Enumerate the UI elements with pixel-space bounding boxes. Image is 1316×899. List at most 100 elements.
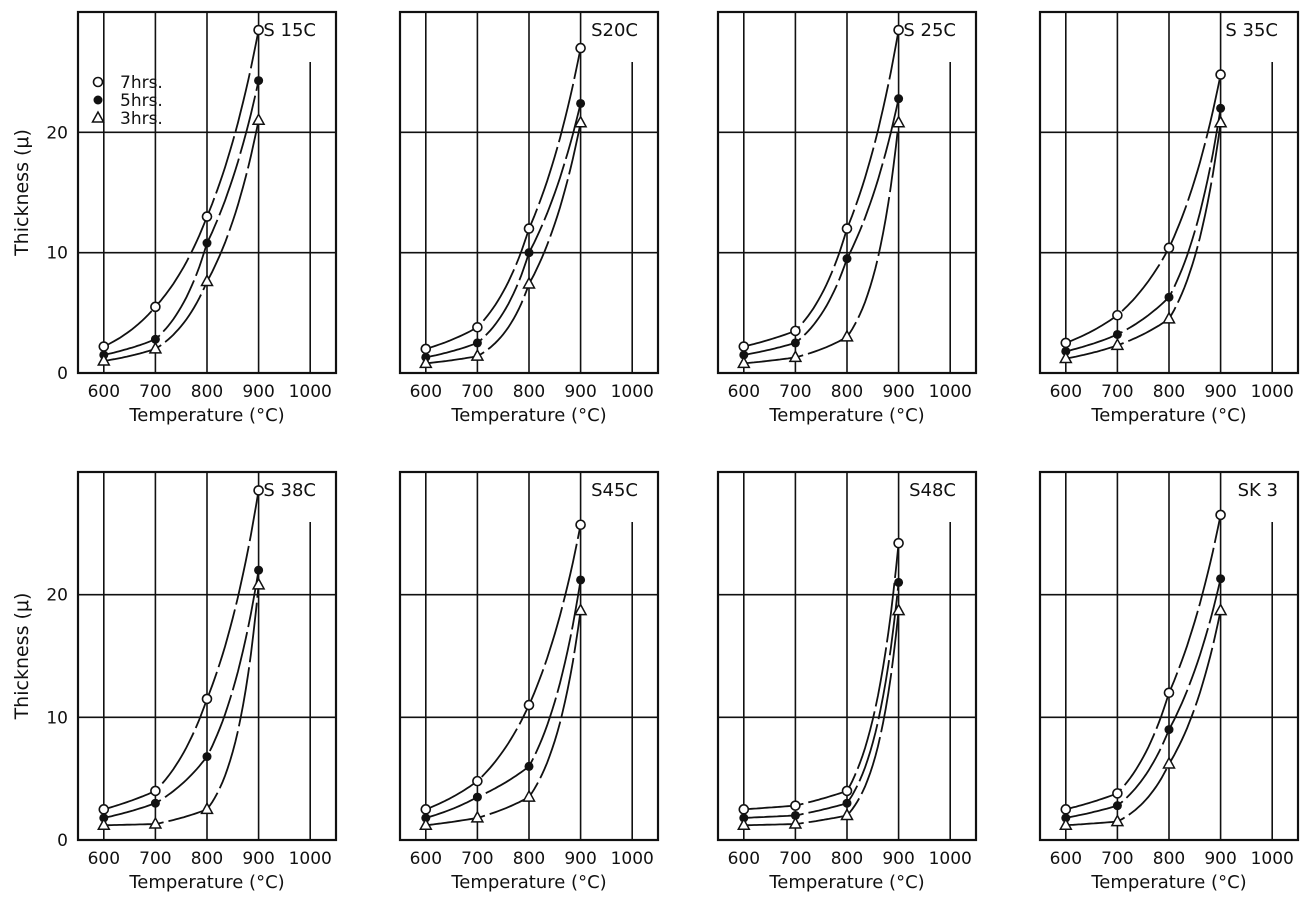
y-tick-label: 10 [46,708,68,728]
x-tick-label: 900 [882,849,914,869]
steel-grade-label: SK 3 [1238,480,1278,501]
data-point-triangle [1162,756,1176,769]
x-tick-label: 600 [728,382,760,402]
x-axis-label: Temperature (°C) [768,872,924,893]
data-point-triangle [148,341,163,354]
x-tick-label: 1000 [289,382,332,402]
data-point-triangle [1162,311,1176,324]
series-curve-7hrs. [425,47,582,350]
x-tick-label: 900 [1204,849,1236,869]
data-point-open-circle [98,804,110,815]
data-point-open-circle [150,301,161,313]
data-point-triangle [251,577,266,590]
x-tick-label: 800 [513,382,545,402]
x-tick-label: 1000 [289,849,332,869]
x-tick-label: 700 [779,849,811,869]
data-point-open-circle [1163,242,1175,254]
data-point-filled-circle [790,338,800,348]
series-curve-5hrs. [1065,108,1222,353]
data-point-filled-circle [1112,329,1122,339]
x-tick-label: 700 [779,382,811,402]
series-curve-7hrs. [743,29,900,348]
data-point-filled-circle [472,792,482,802]
y-tick-label: 0 [57,831,68,851]
series-curve-5hrs. [103,80,260,356]
legend-label: 3hrs. [120,109,163,129]
data-point-filled-circle [1216,574,1226,584]
data-point-open-circle [1163,687,1175,699]
series-curve-3hrs. [743,610,900,827]
data-point-filled-circle [202,238,212,248]
data-point-triangle [788,816,803,829]
data-point-triangle [1213,115,1228,128]
data-point-filled-circle [842,254,852,264]
x-tick-label: 700 [139,382,171,402]
data-point-filled-circle [472,338,482,348]
x-axis-label: Temperature (°C) [128,872,284,893]
x-tick-label: 600 [728,849,760,869]
data-point-open-circle [420,343,432,355]
data-point-filled-circle [1216,103,1226,113]
y-axis-label: Thickness (μ) [11,593,33,721]
data-point-triangle [1110,814,1125,827]
x-tick-label: 800 [1153,849,1185,869]
series-curve-7hrs. [1065,514,1222,811]
chart-panel-5: 600 700 800 900 1000 0 10 20 Temperature (°C) Thi… [11,470,338,893]
series-curve-7hrs. [425,524,582,811]
data-point-open-circle [893,537,904,549]
x-tick-label: 1000 [929,849,972,869]
x-tick-label: 1000 [929,382,972,402]
data-point-filled-circle [254,565,264,575]
data-point-filled-circle [894,94,904,104]
data-point-open-circle [575,42,586,54]
x-tick-label: 800 [513,849,545,869]
data-point-open-circle [1215,509,1226,521]
data-point-open-circle [523,223,535,234]
x-tick-label: 900 [242,382,274,402]
series-curve-3hrs. [425,122,582,365]
data-point-triangle [1213,603,1228,616]
x-tick-label: 600 [1050,382,1082,402]
data-point-open-circle [575,519,586,531]
x-tick-label: 700 [139,849,171,869]
series-curve-7hrs. [103,490,260,811]
x-tick-label: 1000 [1251,382,1294,402]
data-point-triangle [737,817,751,831]
legend-marker-open-circle [92,76,104,88]
data-point-open-circle [253,485,264,496]
y-tick-label: 20 [46,586,68,606]
data-point-open-circle [523,699,535,711]
x-tick-label: 600 [88,849,120,869]
x-axis-label: Temperature (°C) [128,405,284,426]
legend: 7hrs.5hrs.3hrs. [91,73,163,129]
data-point-open-circle [790,325,801,337]
steel-grade-label: S 35C [1225,20,1278,41]
x-tick-label: 800 [1153,382,1185,402]
steel-grade-label: S 38C [263,480,316,501]
data-point-triangle [891,115,906,128]
data-point-open-circle [201,211,213,222]
y-axis-label: Thickness (μ) [11,129,33,257]
data-point-open-circle [472,775,483,787]
y-tick-label: 10 [46,244,68,264]
data-point-triangle [840,807,854,821]
data-point-triangle [840,329,854,342]
x-tick-label: 600 [410,849,442,869]
data-point-filled-circle [150,798,160,808]
series-curve-7hrs. [1065,74,1222,344]
x-tick-label: 800 [831,382,863,402]
data-point-filled-circle [842,798,852,808]
data-point-triangle [1110,337,1125,351]
series-curve-5hrs. [425,579,582,819]
data-point-open-circle [1060,804,1072,815]
steel-grade-label: S 25C [903,20,956,41]
data-point-triangle [470,348,485,361]
series-curve-3hrs. [1065,610,1222,827]
data-point-open-circle [472,321,483,333]
data-point-open-circle [790,800,801,811]
x-tick-label: 700 [461,849,493,869]
data-point-open-circle [1112,788,1123,799]
steel-grade-label: S20C [591,20,638,41]
